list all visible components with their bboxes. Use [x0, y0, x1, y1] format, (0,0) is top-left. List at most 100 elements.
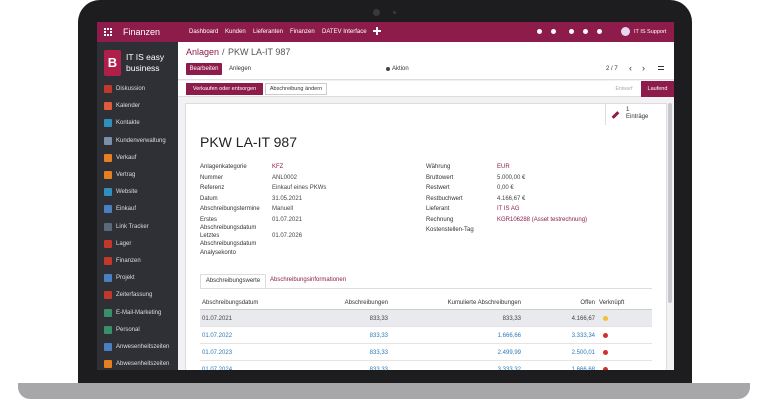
field-value[interactable]: EUR — [497, 164, 510, 170]
sb-button[interactable]: Verkaufen oder entsorgen — [186, 83, 263, 95]
tab-line — [200, 288, 652, 289]
field-value[interactable]: KGR106288 (Asset testrechnung) — [497, 216, 588, 223]
nav-icon[interactable] — [551, 29, 556, 34]
field-label: Lieferant — [426, 206, 450, 212]
action-menu[interactable]: Aktion — [392, 66, 409, 72]
breadcrumb: PKW LA-IT 987 — [228, 47, 291, 57]
field-value[interactable]: IT IS AG — [497, 206, 520, 212]
sb-button[interactable]: Abschreibung ändern — [265, 83, 327, 95]
pager: 2 / 7 — [606, 66, 618, 72]
sidebar-item[interactable]: Kundenverwaltung — [116, 137, 166, 144]
company-name: business — [126, 63, 160, 73]
column-header[interactable]: Abschreibungsdatum — [202, 300, 259, 306]
logo: B — [104, 50, 121, 76]
status-dot — [603, 350, 608, 355]
state-active[interactable]: Laufend — [641, 81, 674, 97]
sidebar-item[interactable]: Anwesenheitszeiten — [116, 344, 170, 350]
sidebar-item[interactable]: Finanzen — [116, 258, 141, 264]
sidebar-item[interactable]: Einkauf — [116, 206, 137, 213]
app-icon — [104, 291, 112, 300]
app-icon — [104, 85, 112, 93]
table-cell: 3.333,32 — [497, 367, 521, 370]
sidebar-item[interactable]: Vertrag — [116, 172, 136, 178]
table-cell: 2.500,01 — [571, 350, 595, 356]
field-label: Abschreibungstermine — [200, 206, 260, 212]
table-cell: 01.07.2021 — [202, 316, 233, 322]
menu-item[interactable]: DATEV Interface — [322, 29, 367, 35]
app-icon — [104, 343, 112, 351]
app-icon — [104, 153, 112, 162]
breadcrumb: / — [222, 47, 225, 57]
avatar — [621, 27, 630, 36]
table-cell: 833,33 — [369, 350, 388, 356]
user-name[interactable]: IT IS Support — [634, 29, 667, 35]
camera — [373, 9, 380, 16]
field-value: 01.07.2021 — [272, 216, 303, 223]
menu-item[interactable]: Finanzen — [290, 29, 315, 35]
field-label: Rechnung — [426, 216, 454, 223]
column-header[interactable]: Verknüpft — [599, 300, 625, 306]
sidebar-item[interactable]: Abwesenheitszeiten — [116, 361, 170, 368]
table-cell: 01.07.2024 — [202, 367, 233, 370]
pager-prev[interactable]: ‹ — [629, 63, 632, 73]
status-dot — [603, 333, 608, 338]
app-icon — [104, 325, 112, 334]
column-header[interactable]: Offen — [580, 300, 595, 306]
plus-icon — [373, 30, 381, 32]
smart-count[interactable]: 1 — [626, 107, 630, 113]
table-cell: 01.07.2023 — [202, 350, 233, 356]
menu-item[interactable]: Lieferanten — [253, 29, 284, 35]
nav-icon[interactable] — [569, 29, 574, 34]
list-icon — [658, 66, 664, 70]
table-row[interactable] — [200, 327, 652, 344]
field-value: 4.166,67 € — [497, 195, 526, 202]
field-label: Nummer — [200, 174, 224, 181]
button-create[interactable]: Anlegen — [228, 66, 252, 72]
sidebar-item[interactable]: E-Mail-Marketing — [116, 309, 162, 316]
sidebar-item[interactable]: Personal — [116, 326, 140, 333]
sidebar-item[interactable]: Kalender — [116, 103, 141, 110]
field-value: Einkauf eines PKWs — [272, 185, 327, 191]
sidebar-item[interactable]: Zeiterfassung — [116, 292, 153, 299]
field-value: 31.05.2021 — [272, 195, 303, 202]
smart-label[interactable]: Einträge — [626, 114, 649, 120]
app-icon — [104, 102, 112, 111]
table-row[interactable] — [200, 344, 652, 361]
app-icon — [104, 239, 112, 248]
table-cell: 833,33 — [369, 316, 388, 322]
screen: Finanzen Dashboard Kunden Lieferanten Finanz… — [97, 22, 674, 370]
tab-active[interactable]: Abschreibungswerte — [200, 274, 266, 288]
column-header[interactable]: Abschreibungen — [344, 300, 388, 306]
table-row[interactable] — [200, 361, 652, 370]
column-header[interactable]: Kumulierte Abschreibungen — [447, 300, 521, 306]
sidebar-item[interactable]: Verkauf — [116, 154, 137, 161]
breadcrumb[interactable]: Anlagen — [186, 47, 220, 57]
nav-icon[interactable] — [597, 29, 602, 34]
nav-icon[interactable] — [537, 29, 542, 34]
nav-icon[interactable] — [583, 29, 588, 34]
menu-item[interactable]: Dashboard — [189, 29, 219, 35]
sidebar-item[interactable]: Lager — [116, 240, 132, 247]
table-cell: 2.499,99 — [497, 350, 521, 356]
menu-item[interactable]: Kunden — [225, 29, 246, 35]
app-icon — [104, 136, 112, 145]
sidebar-item[interactable]: Diskussion — [116, 86, 146, 92]
field-label: Restbuchwert — [426, 195, 463, 202]
pager-next[interactable]: › — [642, 63, 645, 73]
sidebar-item[interactable]: Link Tracker — [116, 223, 149, 230]
app-icon — [104, 119, 112, 128]
sidebar-item[interactable]: Website — [116, 189, 138, 196]
state[interactable]: Entwurf — [615, 86, 633, 92]
table-row[interactable] — [200, 310, 652, 327]
laptop-base — [18, 383, 750, 399]
field-label: Bruttowert — [426, 174, 454, 181]
app-icon — [104, 308, 112, 317]
sidebar-item[interactable]: Kontakte — [116, 120, 140, 127]
field-label: Letztes Abschreibungsdatum — [200, 233, 257, 247]
field-value[interactable]: KFZ — [272, 164, 284, 170]
tab[interactable]: Abschreibungsinformationen — [270, 277, 347, 283]
sidebar-item[interactable]: Projekt — [116, 275, 135, 282]
app-name[interactable]: Finanzen — [123, 27, 161, 37]
button-edit[interactable]: Bearbeiten — [186, 63, 222, 75]
table-cell: 1.666,68 — [571, 367, 595, 370]
